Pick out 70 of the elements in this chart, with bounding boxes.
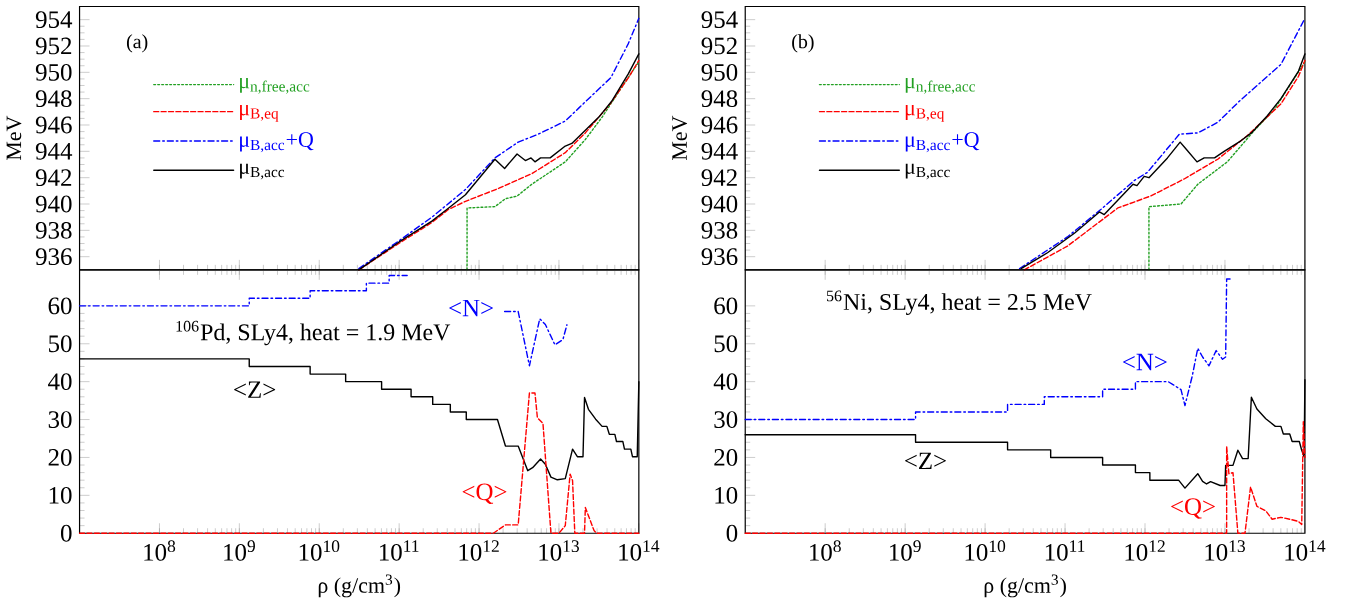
x-tick-label: 10$^{14}$ bbox=[1285, 540, 1326, 561]
y-tick-label: 940 bbox=[35, 195, 72, 213]
y-axis-title: MeV bbox=[6, 115, 22, 161]
x-tick-label: 10$^{10}$ bbox=[965, 540, 1006, 561]
y-tick-label: 946 bbox=[701, 116, 738, 134]
y-tick-label: 952 bbox=[701, 37, 737, 55]
y-tick-label: 0 bbox=[60, 524, 72, 542]
x-tick-label: 10$^{9}$ bbox=[224, 540, 255, 561]
series-label: <N> bbox=[449, 299, 493, 317]
y-tick-label: 938 bbox=[35, 222, 72, 239]
legend-label: μ$_{n,free,acc}$ bbox=[905, 78, 976, 94]
y-tick-label: 950 bbox=[35, 64, 72, 81]
x-tick-label: 10$^{11}$ bbox=[379, 540, 419, 561]
legend-label: μ$_{B,eq}$ bbox=[240, 105, 279, 122]
y-tick-label: 950 bbox=[701, 64, 738, 81]
y-tick-label: 30 bbox=[48, 411, 72, 429]
legend-label: μ$_{B,eq}$ bbox=[905, 105, 945, 122]
legend-label: μ$_{B,acc}$ bbox=[905, 163, 950, 180]
y-tick-label: 30 bbox=[714, 411, 738, 429]
x-tick-label: 10$^{8}$ bbox=[144, 540, 176, 561]
y-tick-label: 10 bbox=[715, 487, 738, 504]
y-tick-label: 20 bbox=[714, 449, 738, 466]
y-tick-label: 948 bbox=[701, 90, 738, 108]
series-label: <Q> bbox=[1171, 498, 1215, 519]
y-tick-label: 954 bbox=[701, 11, 738, 29]
y-tick-label: 20 bbox=[48, 449, 72, 466]
y-tick-label: 944 bbox=[701, 143, 738, 160]
y-tick-label: 40 bbox=[48, 373, 72, 391]
y-tick-label: 50 bbox=[48, 335, 72, 353]
y-tick-label: 0 bbox=[726, 524, 738, 542]
y-tick-label: 942 bbox=[35, 169, 72, 187]
x-tick-label: 10$^{14}$ bbox=[619, 540, 660, 561]
y-tick-label: 936 bbox=[35, 248, 72, 266]
series-label: <Z> bbox=[905, 452, 946, 470]
y-tick-label: 50 bbox=[714, 335, 738, 353]
y-tick-label: 954 bbox=[35, 11, 73, 29]
series-label: <Q> bbox=[462, 483, 507, 505]
legend-label: μ$_{B,acc}$+Q bbox=[905, 132, 980, 153]
annotation: (a) bbox=[126, 34, 148, 53]
x-tick-label: 10$^{13}$ bbox=[1205, 540, 1245, 561]
legend-label: μ$_{n,free,acc}$ bbox=[240, 78, 310, 94]
y-tick-label: 952 bbox=[35, 37, 72, 55]
series-label: <Z> bbox=[234, 381, 276, 398]
series-label: <N> bbox=[1123, 353, 1167, 371]
y-tick-label: 946 bbox=[35, 116, 72, 134]
x-tick-label: 10$^{8}$ bbox=[810, 540, 841, 561]
annotation: (b) bbox=[792, 34, 814, 53]
x-tick-label: 10$^{12}$ bbox=[459, 540, 499, 561]
legend-label: μ$_{B,acc}$+Q bbox=[240, 132, 314, 153]
x-axis-title: ρ (g/cm$^{3}$) bbox=[318, 574, 401, 598]
y-tick-label: 948 bbox=[35, 90, 72, 108]
x-tick-label: 10$^{9}$ bbox=[889, 540, 921, 561]
y-tick-label: 938 bbox=[701, 222, 738, 239]
x-tick-label: 10$^{10}$ bbox=[299, 540, 340, 561]
y-tick-label: 936 bbox=[701, 248, 738, 266]
annotation: $^{106}$Pd, SLy4, heat = 1.9 MeV bbox=[176, 320, 451, 346]
annotation: $^{56}$Ni, SLy4, heat = 2.5 MeV bbox=[826, 290, 1092, 316]
y-tick-label: 942 bbox=[701, 169, 737, 187]
x-axis-title: ρ (g/cm$^{3}$) bbox=[984, 574, 1066, 598]
x-tick-label: 10$^{11}$ bbox=[1045, 540, 1085, 561]
y-tick-label: 940 bbox=[701, 195, 738, 213]
y-axis-title: MeV bbox=[672, 115, 688, 161]
legend-label: μ$_{B,acc}$ bbox=[240, 163, 285, 180]
y-tick-label: 944 bbox=[35, 143, 73, 160]
y-tick-label: 10 bbox=[49, 487, 72, 504]
y-tick-label: 40 bbox=[713, 373, 738, 391]
y-tick-label: 60 bbox=[48, 297, 72, 315]
x-tick-label: 10$^{12}$ bbox=[1125, 540, 1165, 561]
y-tick-label: 60 bbox=[714, 297, 738, 315]
x-tick-label: 10$^{13}$ bbox=[539, 540, 579, 561]
